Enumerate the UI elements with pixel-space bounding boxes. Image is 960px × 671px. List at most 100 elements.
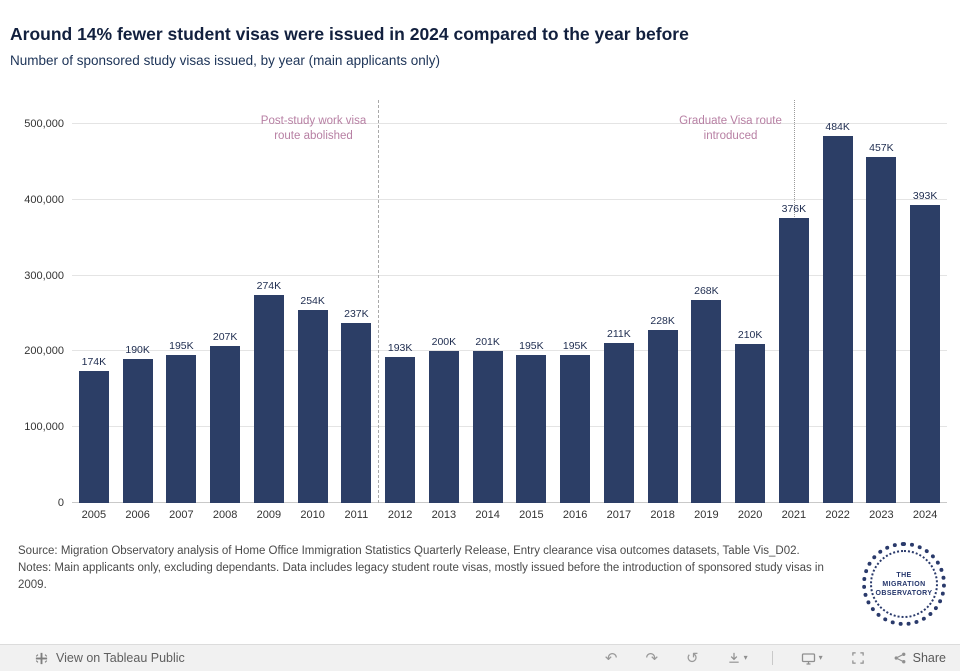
- bar-column: 190K: [116, 100, 160, 503]
- gridline: [72, 274, 947, 276]
- bar-2010[interactable]: [297, 310, 328, 503]
- logo-text: THE MIGRATION OBSERVATORY: [875, 571, 933, 597]
- y-axis-tick-label: 200,000: [24, 345, 64, 358]
- bar-column: 268K: [685, 100, 729, 503]
- y-axis-tick-label: 0: [57, 497, 64, 509]
- bar-2019[interactable]: [691, 299, 722, 503]
- bar-2006[interactable]: [122, 358, 153, 503]
- x-axis-tick-label: 2012: [387, 509, 413, 521]
- bar-value-label: 393K: [912, 190, 938, 203]
- bar-column: 195K: [160, 100, 204, 503]
- gridline: [72, 502, 947, 503]
- bar-2020[interactable]: [735, 343, 766, 503]
- bar-value-label: 211K: [607, 328, 631, 341]
- chart-header: Around 14% fewer student visas were issu…: [0, 0, 960, 70]
- bar-value-label: 195K: [562, 340, 588, 353]
- bar-column: 193K: [378, 100, 422, 503]
- bar-2013[interactable]: [428, 351, 459, 503]
- bar-column: 393K: [903, 100, 947, 503]
- bar-column: 201K: [466, 100, 510, 503]
- tableau-logo-icon: [35, 652, 48, 664]
- x-axis-tick-label: 2014: [475, 509, 500, 521]
- bar-column: 200K: [422, 100, 466, 503]
- download-caret-icon: ▾: [743, 653, 748, 662]
- x-axis-tick-label: 2007: [169, 509, 194, 521]
- bar-2024[interactable]: [910, 205, 941, 503]
- bar-2009[interactable]: [253, 295, 284, 503]
- bar-2015[interactable]: [516, 355, 547, 503]
- bar-column: 210K: [728, 100, 772, 503]
- bar-value-label: 195K: [169, 340, 194, 353]
- redo-icon: ↷: [645, 649, 659, 667]
- bar-2014[interactable]: [472, 350, 503, 503]
- bar-column: 211K: [597, 100, 641, 503]
- bar-2008[interactable]: [210, 346, 241, 503]
- redo-button[interactable]: ↷: [645, 651, 658, 666]
- annotation-text: Graduate Visa route introduced: [679, 115, 782, 142]
- fullscreen-icon: [851, 652, 864, 664]
- bar-value-label: 207K: [212, 331, 238, 344]
- view-on-tableau-link[interactable]: View on Tableau Public: [34, 651, 185, 666]
- bar-2012[interactable]: [385, 356, 416, 503]
- bar-value-label: 190K: [125, 343, 150, 356]
- bar-chart: 0 100,000 200,000 300,000 400,000 500,000 Post…: [0, 100, 960, 521]
- annotation-text: Post-study work visa route abolished: [260, 115, 367, 142]
- bar-value-label: 237K: [344, 308, 369, 321]
- y-axis-tick-label: 500,000: [24, 118, 64, 130]
- bar-column: 228K: [641, 100, 685, 503]
- undo-button[interactable]: ↶: [605, 651, 618, 666]
- bar-2018[interactable]: [647, 330, 678, 503]
- bar-value-label: 457K: [869, 141, 894, 154]
- bar-column: 237K: [335, 100, 379, 503]
- bar-column: 457K: [860, 100, 904, 503]
- device-layout-caret-icon: ▾: [818, 653, 823, 662]
- device-layout-button[interactable]: ▾: [801, 651, 823, 666]
- x-axis-tick-label: 2024: [912, 509, 938, 521]
- share-button[interactable]: Share: [893, 651, 946, 665]
- x-axis-tick-label: 2011: [344, 509, 369, 521]
- bar-column: 174K: [72, 100, 116, 503]
- annotation-line: [378, 100, 380, 503]
- bar-column: 274K: [247, 100, 291, 503]
- view-on-tableau-label: View on Tableau Public: [56, 651, 185, 665]
- bar-2022[interactable]: [822, 136, 853, 503]
- x-axis-tick-label: 2017: [606, 509, 632, 521]
- undo-icon: ↶: [604, 649, 618, 667]
- fullscreen-button[interactable]: [851, 651, 865, 665]
- bar-2011[interactable]: [341, 323, 372, 503]
- bar-value-label: 268K: [694, 284, 719, 297]
- x-axis-tick-label: 2023: [869, 509, 894, 521]
- bar-2005[interactable]: [78, 371, 109, 503]
- bar-2023[interactable]: [866, 156, 897, 503]
- x-axis-tick-label: 2010: [300, 509, 325, 521]
- x-axis-tick-label: 2020: [737, 509, 763, 521]
- x-axis: 2005 2006 2007 2008 2009 2010 2011 2012 2013 2014…: [72, 503, 947, 521]
- bar-2021[interactable]: [778, 218, 809, 503]
- bar-value-label: 376K: [781, 203, 807, 215]
- download-icon: [728, 652, 739, 663]
- gridline: [72, 426, 947, 428]
- bar-2016[interactable]: [560, 355, 591, 503]
- y-axis-tick-label: 300,000: [24, 269, 64, 282]
- replay-button[interactable]: ↺: [686, 651, 699, 666]
- x-axis-tick-label: 2008: [212, 509, 238, 521]
- bar-2017[interactable]: [603, 343, 634, 503]
- bar-value-label: 193K: [387, 341, 413, 354]
- bar-value-label: 174K: [81, 356, 107, 369]
- y-axis-tick-label: 100,000: [24, 421, 64, 434]
- footnotes: Source: Migration Observatory analysis o…: [18, 543, 843, 594]
- download-button[interactable]: ▾: [727, 651, 748, 665]
- migration-observatory-logo: THE MIGRATION OBSERVATORY: [862, 542, 946, 626]
- x-axis-tick-label: 2013: [431, 509, 457, 521]
- page-title: Around 14% fewer student visas were issu…: [10, 24, 689, 44]
- bar-value-label: 195K: [519, 340, 544, 353]
- bar-value-label: 200K: [431, 336, 457, 349]
- bar-2007[interactable]: [166, 355, 197, 503]
- bar-column: 376K: [772, 100, 816, 503]
- x-axis-tick-label: 2022: [825, 509, 850, 521]
- bar-column: 195K: [553, 100, 597, 503]
- bar-value-label: 201K: [475, 335, 500, 348]
- page-subtitle: Number of sponsored study visas issued, …: [10, 53, 440, 68]
- x-axis-tick-label: 2009: [256, 509, 282, 521]
- bar-column: 207K: [203, 100, 247, 503]
